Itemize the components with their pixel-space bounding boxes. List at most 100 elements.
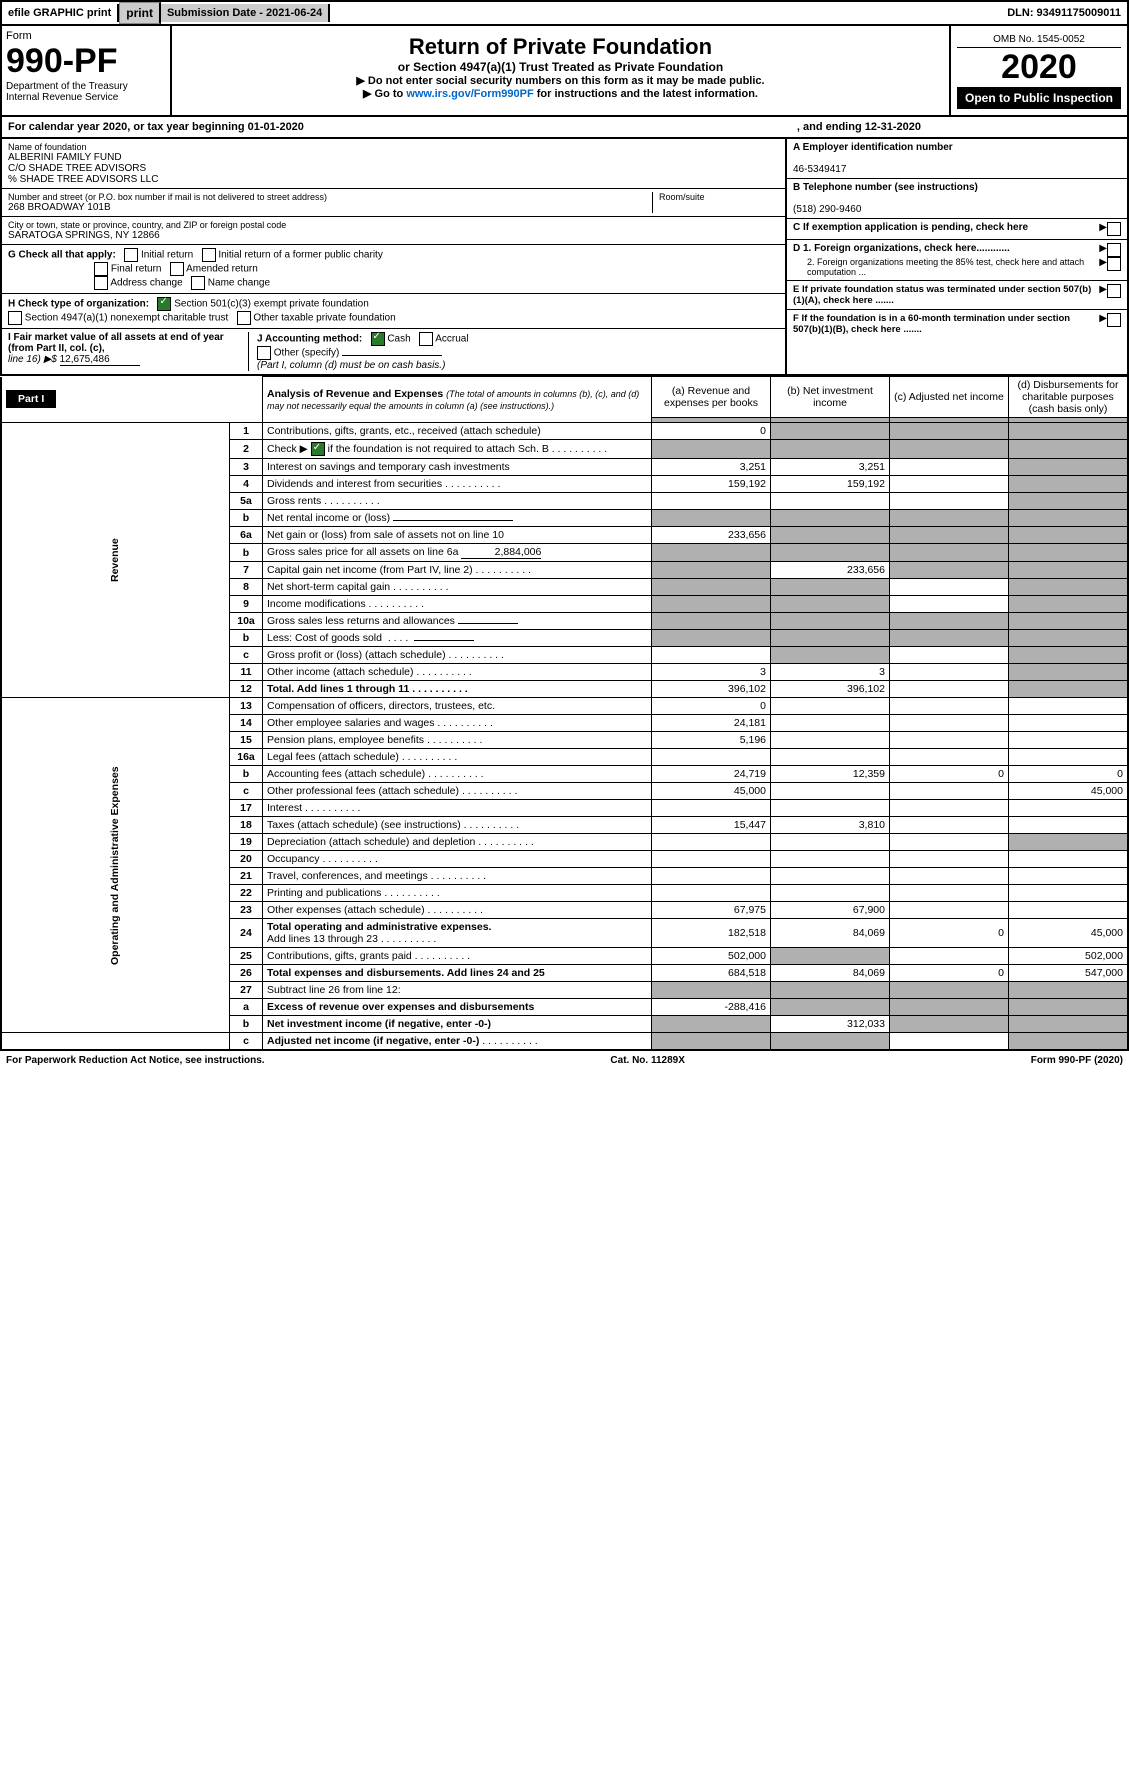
foundation-name-2: C/O SHADE TREE ADVISORS: [8, 163, 779, 174]
row-27a: Excess of revenue over expenses and disb…: [263, 999, 652, 1016]
room-label: Room/suite: [659, 192, 779, 202]
d1-label: D 1. Foreign organizations, check here..…: [793, 243, 1099, 257]
calendar-year-row: For calendar year 2020, or tax year begi…: [0, 117, 1129, 139]
checkbox-4947[interactable]: [8, 311, 22, 325]
col-d-header: (d) Disbursements for charitable purpose…: [1009, 377, 1129, 418]
checkbox-schb[interactable]: [311, 442, 325, 456]
row-15: Pension plans, employee benefits: [263, 732, 652, 749]
row-3: Interest on savings and temporary cash i…: [263, 459, 652, 476]
dln-label: DLN: 93491175009011: [1001, 4, 1127, 22]
row-20: Occupancy: [263, 851, 652, 868]
link-note: ▶ Go to www.irs.gov/Form990PF for instru…: [180, 87, 941, 100]
phone-value: (518) 290-9460: [793, 204, 861, 215]
foundation-name-1: ALBERINI FAMILY FUND: [8, 152, 779, 163]
name-label: Name of foundation: [8, 142, 779, 152]
row-26: Total expenses and disbursements. Add li…: [263, 965, 652, 982]
checkbox-f[interactable]: [1107, 313, 1121, 327]
checkbox-address[interactable]: [94, 276, 108, 290]
omb-number: OMB No. 1545-0052: [957, 32, 1121, 48]
form-title: Return of Private Foundation: [180, 34, 941, 60]
fmv-value: 12,675,486: [60, 354, 140, 366]
paperwork-notice: For Paperwork Reduction Act Notice, see …: [6, 1055, 265, 1066]
e-label: E If private foundation status was termi…: [793, 284, 1099, 306]
checkbox-cash[interactable]: [371, 332, 385, 346]
form-label: Form: [6, 30, 166, 42]
submission-date: Submission Date - 2021-06-24: [161, 4, 330, 22]
c-label: C If exemption application is pending, c…: [793, 222, 1099, 236]
row-23: Other expenses (attach schedule): [263, 902, 652, 919]
row-11: Other income (attach schedule): [263, 664, 652, 681]
row-10a: Gross sales less returns and allowances: [263, 613, 652, 630]
row-10b: Less: Cost of goods sold . . . .: [263, 630, 652, 647]
row-9: Income modifications: [263, 596, 652, 613]
row-18: Taxes (attach schedule) (see instruction…: [263, 817, 652, 834]
col-c-header: (c) Adjusted net income: [890, 377, 1009, 418]
checkbox-d2[interactable]: [1107, 257, 1121, 271]
g-label: G Check all that apply:: [8, 250, 116, 261]
foundation-name-3: % SHADE TREE ADVISORS LLC: [8, 174, 779, 185]
checkbox-amended[interactable]: [170, 262, 184, 276]
part1-badge: Part I: [6, 390, 56, 408]
row-6a: Net gain or (loss) from sale of assets n…: [263, 527, 652, 544]
form-link[interactable]: www.irs.gov/Form990PF: [406, 88, 533, 100]
cal-end: , and ending 12-31-2020: [797, 121, 921, 133]
phone-label: B Telephone number (see instructions): [793, 182, 978, 193]
col-b-header: (b) Net investment income: [771, 377, 890, 418]
row-27: Subtract line 26 from line 12:: [263, 982, 652, 999]
checkbox-initial-former[interactable]: [202, 248, 216, 262]
row-25: Contributions, gifts, grants paid: [263, 948, 652, 965]
checkbox-final[interactable]: [94, 262, 108, 276]
row-5b: Net rental income or (loss): [263, 510, 652, 527]
row-13: Compensation of officers, directors, tru…: [263, 698, 652, 715]
row-16c: Other professional fees (attach schedule…: [263, 783, 652, 800]
checkbox-d1[interactable]: [1107, 243, 1121, 257]
h-label: H Check type of organization:: [8, 299, 149, 310]
row-17: Interest: [263, 800, 652, 817]
checkbox-e[interactable]: [1107, 284, 1121, 298]
row-12: Total. Add lines 1 through 11: [263, 681, 652, 698]
d2-label: 2. Foreign organizations meeting the 85%…: [793, 257, 1099, 277]
row-27c: Adjusted net income (if negative, enter …: [263, 1033, 652, 1051]
form-number: 990-PF: [6, 42, 166, 81]
ein-value: 46-5349417: [793, 164, 846, 175]
part1-table: Part I Analysis of Revenue and Expenses …: [0, 376, 1129, 1051]
irs-label: Internal Revenue Service: [6, 92, 166, 103]
checkbox-other-method[interactable]: [257, 346, 271, 360]
info-section: Name of foundation ALBERINI FAMILY FUND …: [0, 139, 1129, 376]
city-label: City or town, state or province, country…: [8, 220, 779, 230]
page-footer: For Paperwork Reduction Act Notice, see …: [0, 1051, 1129, 1070]
row-4: Dividends and interest from securities: [263, 476, 652, 493]
city-state-zip: SARATOGA SPRINGS, NY 12866: [8, 230, 779, 241]
open-inspection: Open to Public Inspection: [957, 87, 1121, 109]
revenue-section: Revenue: [1, 423, 230, 698]
dept-treasury: Department of the Treasury: [6, 81, 166, 92]
row-19: Depreciation (attach schedule) and deple…: [263, 834, 652, 851]
row-2: Check ▶ if the foundation is not require…: [263, 440, 652, 459]
f-label: F If the foundation is in a 60-month ter…: [793, 313, 1099, 335]
row-1: Contributions, gifts, grants, etc., rece…: [263, 423, 652, 440]
checkbox-initial[interactable]: [124, 248, 138, 262]
row-27b: Net investment income (if negative, ente…: [263, 1016, 652, 1033]
row-5a: Gross rents: [263, 493, 652, 510]
form-ref: Form 990-PF (2020): [1031, 1055, 1123, 1066]
ein-label: A Employer identification number: [793, 142, 953, 153]
row-22: Printing and publications: [263, 885, 652, 902]
efile-label: efile GRAPHIC print: [2, 4, 119, 22]
i-label: I Fair market value of all assets at end…: [8, 332, 224, 354]
top-bar: efile GRAPHIC print print Submission Dat…: [0, 0, 1129, 26]
checkbox-accrual[interactable]: [419, 332, 433, 346]
checkbox-501c3[interactable]: [157, 297, 171, 311]
checkbox-c[interactable]: [1107, 222, 1121, 236]
row-24: Total operating and administrative expen…: [263, 919, 652, 948]
checkbox-other-taxable[interactable]: [237, 311, 251, 325]
ssn-note: ▶ Do not enter social security numbers o…: [180, 74, 941, 87]
checkbox-namechange[interactable]: [191, 276, 205, 290]
row-16a: Legal fees (attach schedule): [263, 749, 652, 766]
form-subtitle: or Section 4947(a)(1) Trust Treated as P…: [180, 60, 941, 74]
form-header: Form 990-PF Department of the Treasury I…: [0, 26, 1129, 117]
row-16b: Accounting fees (attach schedule): [263, 766, 652, 783]
row-6b: Gross sales price for all assets on line…: [263, 544, 652, 562]
j-label: J Accounting method:: [257, 334, 362, 345]
row-14: Other employee salaries and wages: [263, 715, 652, 732]
print-button[interactable]: print: [119, 2, 161, 24]
